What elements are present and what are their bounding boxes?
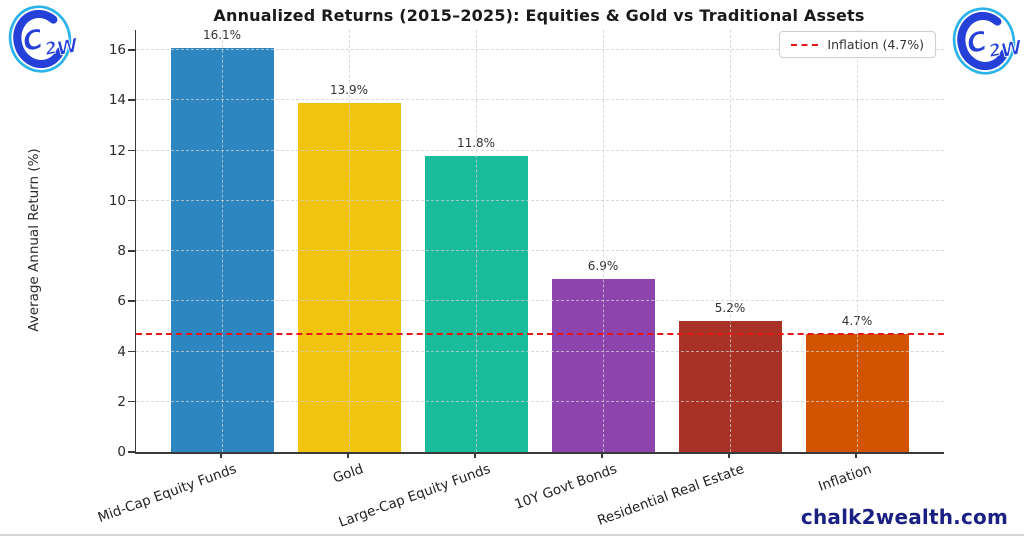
legend-label: Inflation (4.7%) (827, 37, 924, 52)
v-gridline (349, 30, 350, 452)
x-tick-label-mid-cap-equity-funds: Mid-Cap Equity Funds (95, 461, 239, 527)
y-tick-label: 10 (108, 192, 126, 209)
y-tick-mark (128, 451, 135, 453)
y-tick-mark (128, 149, 135, 152)
y-tick-mark (128, 350, 135, 353)
x-tick-mark (855, 453, 857, 458)
v-gridline (603, 30, 604, 452)
v-gridline (857, 30, 858, 452)
y-tick-label: 8 (117, 243, 126, 260)
h-gridline (136, 400, 944, 402)
x-tick-mark (474, 453, 476, 458)
y-axis-label: Average Annual Return (%) (26, 148, 42, 332)
legend: Inflation (4.7%) (779, 31, 936, 58)
x-tick-mark (220, 453, 222, 458)
x-tick-label-residential-real-estate: Residential Real Estate (595, 461, 747, 529)
y-tick-label: 14 (108, 92, 126, 109)
h-gridline (136, 300, 944, 302)
h-gridline (136, 99, 944, 101)
watermark-url: chalk2wealth.com (800, 505, 1008, 529)
v-gridline (476, 30, 477, 452)
y-tick-mark (128, 250, 135, 252)
dashed-line-icon (791, 43, 819, 46)
y-tick-mark (128, 400, 135, 403)
c2w-logo-icon: C2W (8, 5, 76, 73)
y-tick-label: 6 (117, 293, 126, 310)
h-gridline (136, 250, 944, 252)
chart-title: Annualized Returns (2015–2025): Equities… (213, 6, 865, 25)
y-tick-mark (128, 49, 135, 51)
x-tick-mark (728, 453, 730, 458)
y-tick-mark (128, 199, 135, 202)
inflation-reference-line (136, 332, 944, 335)
y-tick-label: 0 (117, 444, 126, 460)
y-tick-label: 12 (108, 142, 126, 159)
x-tick-label-10y-govt-bonds: 10Y Govt Bonds (512, 461, 620, 513)
x-tick-label-gold: Gold (330, 461, 366, 487)
y-tick-mark (128, 99, 135, 101)
x-tick-mark (601, 453, 603, 458)
h-gridline (136, 149, 944, 151)
c2w-logo-icon: C2W (952, 7, 1020, 75)
y-tick-label: 4 (117, 343, 126, 360)
h-gridline (136, 49, 944, 51)
x-tick-label-inflation: Inflation (816, 461, 874, 495)
plot-area: 16.1% 13.9% 11.8% 6.9% 5.2% 4.7% (135, 28, 944, 454)
x-tick-mark (347, 453, 349, 458)
h-gridline (136, 199, 944, 201)
h-gridline (136, 350, 944, 352)
v-gridline (222, 30, 223, 452)
v-gridline (730, 30, 731, 452)
y-tick-label: 16 (108, 42, 126, 59)
y-tick-label: 2 (117, 393, 126, 410)
y-tick-mark (128, 300, 135, 302)
